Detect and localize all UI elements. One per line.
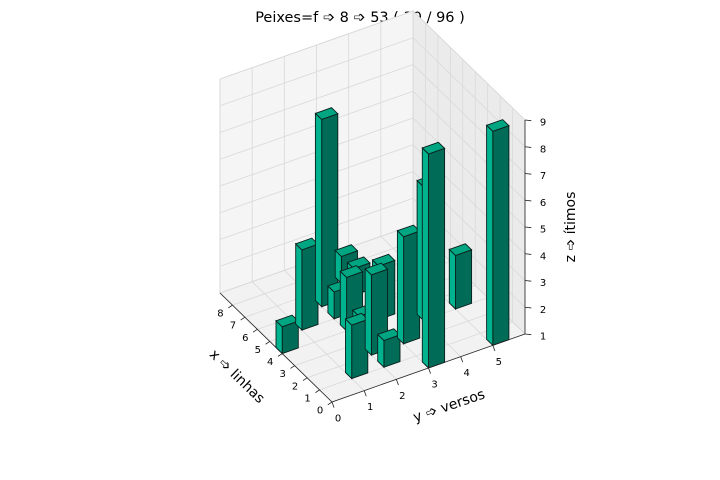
x-tick-label-mark [277,353,283,357]
z-tick-label: 6 [540,198,546,209]
bar-face-top [396,224,421,238]
bar-face-front [492,125,510,346]
x-tick-label: 4 [267,357,273,368]
bar-face-side [448,248,456,311]
y-tick-label: 5 [496,357,502,368]
bar-face-side [314,112,323,308]
x-tick-label: 0 [317,406,323,417]
bar-face-top [314,107,339,120]
y-tick-label: 3 [431,380,437,391]
z-tick-label: 9 [540,118,546,129]
chart-title: Peixes=f ➩ 8 ➩ 53 ( 30 / 96 ) [255,10,465,26]
z-tick-label: 7 [540,171,546,182]
x-tick-label: 3 [279,369,285,380]
x-tick-label: 5 [255,345,261,356]
bar-face-side [345,317,353,380]
x-tick-label-mark [265,341,270,345]
z-tick-label-mark [524,280,532,282]
z-tick-label-mark [524,226,532,229]
x-tick-label-mark [327,401,333,406]
bar [294,237,319,332]
x-tick-label: 7 [230,321,236,332]
bar [421,141,446,370]
z-axis-label: z ➩ ítimos [563,192,579,263]
x-axis-line [219,292,333,403]
bar-face-top [334,244,359,258]
bar-face-side [396,229,405,345]
bar [344,312,369,380]
z-gridline [412,10,526,121]
bar-face-side [295,242,303,332]
z-tick-label: 3 [540,278,546,289]
z-tick-label: 1 [540,332,546,343]
y-tick-label: 2 [399,391,405,402]
bar-face-top [485,119,510,132]
bar-face-side [364,267,372,357]
bars [275,107,510,380]
z-gridline [219,10,414,80]
y-tick-label: 0 [335,414,341,425]
z-gridline [219,37,414,107]
x-tick-label-mark [252,329,258,333]
z-tick-label-mark [524,199,532,202]
x-tick-label: 2 [292,381,298,392]
bar-face-top [346,256,371,270]
bar-face-top [376,328,401,342]
y-tick-label-mark [331,401,335,408]
bar-face-top [339,265,364,278]
x-tick-label-mark [290,365,295,369]
x-tick-label-mark [302,377,308,381]
z-tick-label: 4 [540,251,546,262]
bar [448,243,473,311]
z-tick-label-mark [524,253,532,255]
bar-face-top [371,253,396,267]
z-tick-label-mark [524,306,532,309]
bar-face-top [344,312,369,326]
z-tick-label: 2 [540,305,546,316]
y-tick-label-mark [492,345,496,352]
bar [485,119,510,347]
x-tick-label-mark [240,316,246,321]
z-tick-label: 5 [540,225,546,236]
bar-face-top [294,237,319,251]
x-tick-label: 6 [242,333,248,344]
bar-face-top [275,314,300,328]
y-tick-label-mark [363,390,367,397]
x-tick-label: 8 [217,309,223,320]
z-tick-label-mark [524,119,532,122]
bar [376,328,401,369]
x-tick-label: 1 [304,393,310,404]
bar-face-top [448,243,473,257]
y-tick-label-mark [460,356,464,363]
y-tick-label: 1 [367,402,373,413]
y-tick-label: 4 [463,368,469,379]
bar-face-side [486,124,494,347]
bar-face-front [428,147,446,369]
x-tick-label-mark [315,389,320,394]
y-tick-label-mark [395,379,399,386]
bar-face-side [421,146,429,370]
bar-face-top [364,262,389,276]
bar [396,224,421,345]
z-tick-label-mark [524,146,532,148]
z-tick-label: 8 [540,144,546,155]
x-tick-label-mark [228,304,233,309]
z-tick-label-mark [524,173,532,175]
y-axis-label: y ➩ versos [411,386,487,425]
z-gridline [219,64,414,133]
y-tick-label-mark [428,367,431,374]
bar [314,107,339,308]
bar-face-top [421,141,446,155]
bar-face-front [455,249,473,310]
bar [275,314,300,355]
z-tick-label-mark [524,333,532,336]
